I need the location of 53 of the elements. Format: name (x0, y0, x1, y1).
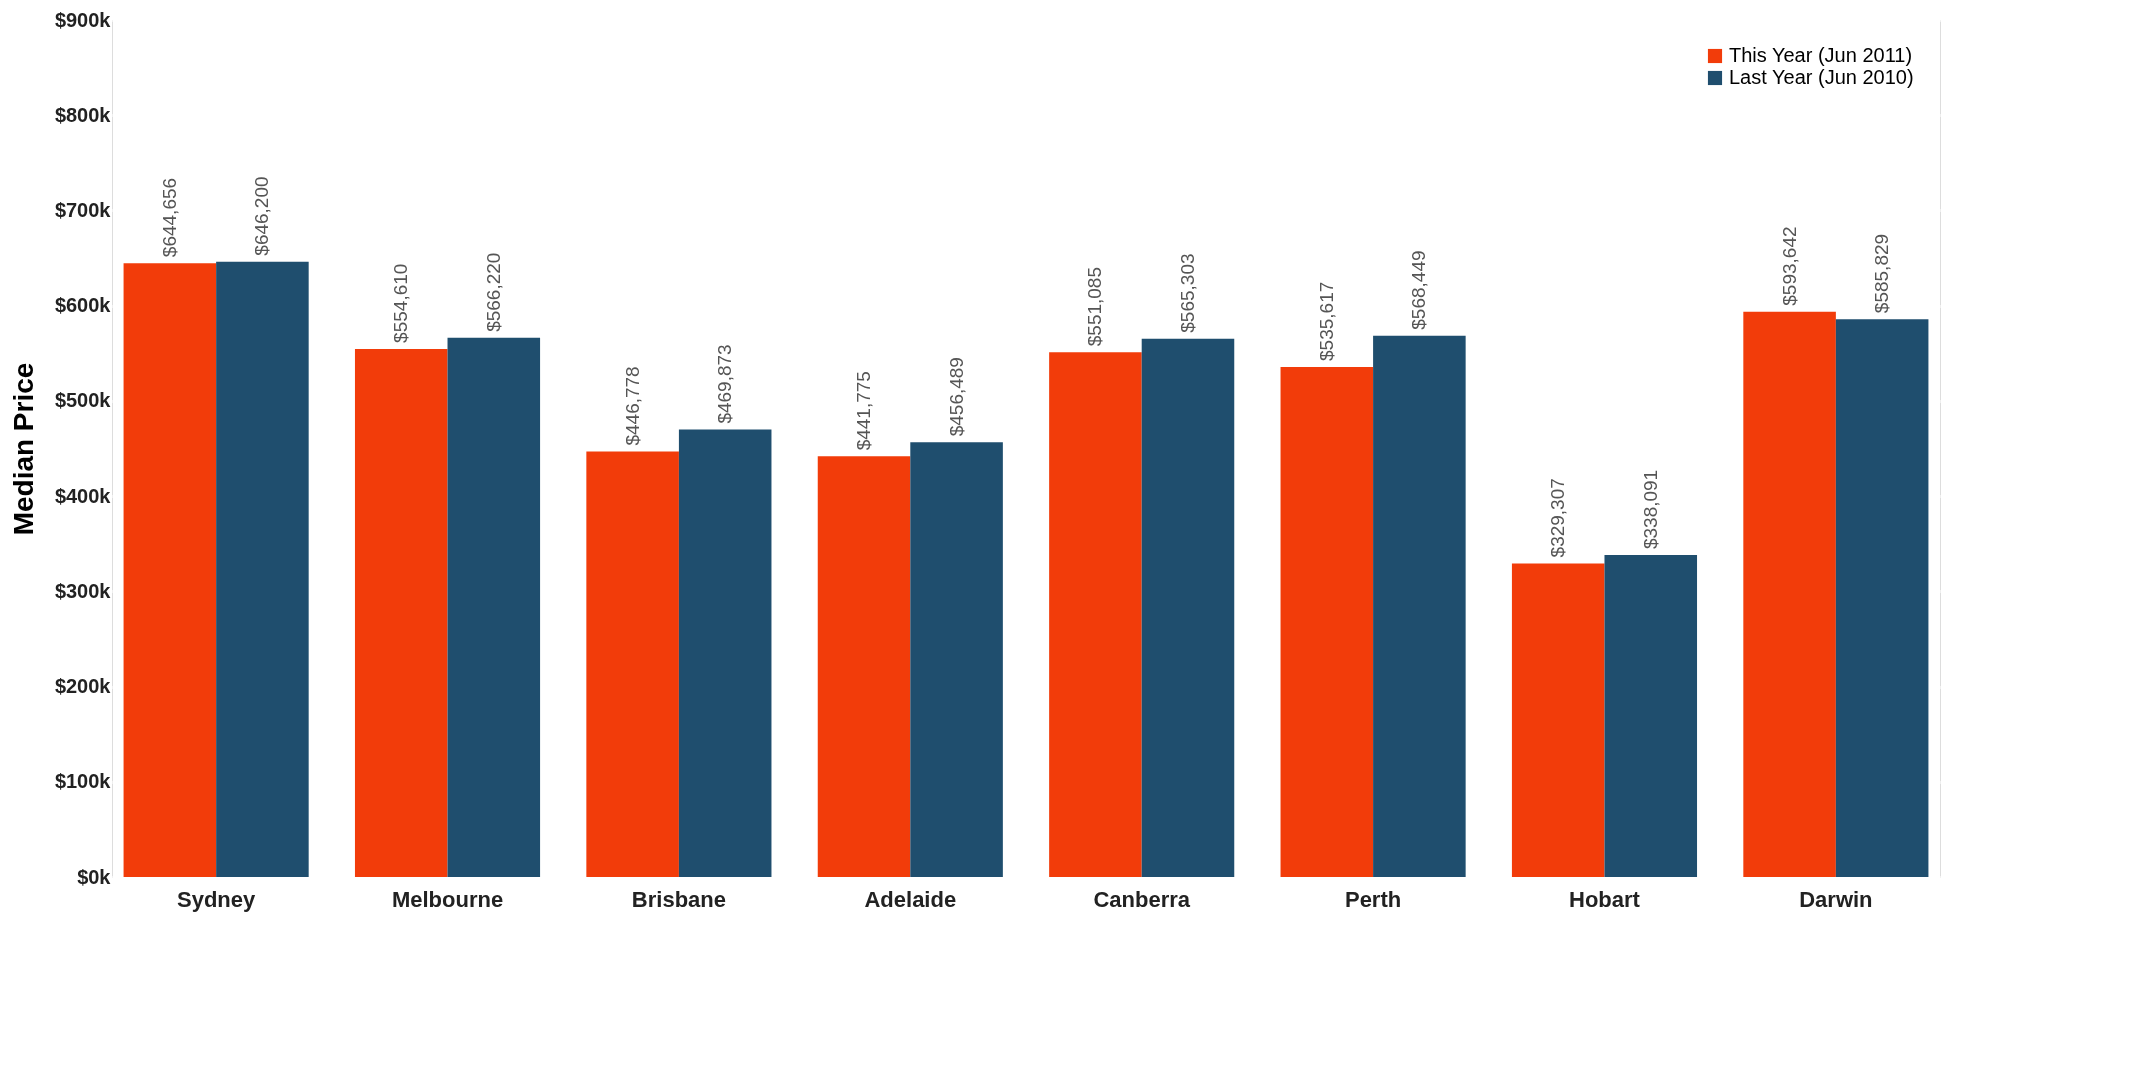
bar (678, 429, 772, 877)
bar (1511, 563, 1605, 877)
x-tick-label: Adelaide (864, 886, 957, 912)
bar (1049, 352, 1142, 877)
y-tick-label: $100k (54, 770, 112, 793)
bar (586, 451, 679, 877)
bar (447, 337, 541, 877)
y-tick-label: $600k (54, 294, 112, 317)
y-tick-label: $400k (54, 484, 112, 507)
bar (910, 442, 1003, 877)
y-tick-label: $700k (54, 198, 112, 221)
data-label: $566,220 (482, 252, 504, 332)
bar (123, 263, 217, 877)
data-label: $551,085 (1084, 266, 1106, 347)
bar (1604, 555, 1698, 877)
legend-label: This Year (Jun 2011) (1729, 44, 1913, 66)
bar (216, 261, 309, 877)
data-label: $554,610 (390, 263, 412, 343)
x-tick-label: Perth (1344, 886, 1402, 912)
x-tick-label: Darwin (1799, 886, 1873, 912)
data-label: $568,449 (1408, 250, 1430, 330)
bar (1743, 311, 1836, 877)
y-tick-label: $800k (54, 103, 112, 126)
x-tick-label: Sydney (176, 886, 257, 912)
x-tick-label: Canberra (1093, 886, 1191, 912)
y-axis-title: Median Price (7, 362, 39, 536)
data-label: $593,642 (1778, 226, 1800, 306)
legend-label: Last Year (Jun 2010) (1729, 66, 1914, 88)
bar (354, 348, 448, 877)
bar (1373, 335, 1466, 877)
data-label: $565,303 (1176, 253, 1198, 333)
y-tick-label: $0k (77, 865, 112, 888)
bar (1280, 366, 1374, 877)
x-tick-label: Hobart (1569, 886, 1641, 912)
data-label: $469,873 (714, 344, 736, 424)
data-label: $329,307 (1547, 478, 1569, 558)
y-tick-label: $300k (54, 579, 112, 602)
y-tick-label: $500k (54, 389, 112, 412)
y-tick-label: $200k (54, 675, 112, 698)
data-label: $535,617 (1315, 281, 1337, 361)
x-tick-label: Melbourne (391, 886, 504, 912)
data-label: $441,775 (853, 371, 875, 451)
data-label: $338,091 (1639, 469, 1661, 550)
y-tick-label: $900k (54, 8, 112, 31)
x-tick-label: Brisbane (631, 886, 726, 912)
data-label: $644,656 (158, 177, 180, 258)
bar (1835, 319, 1929, 877)
data-label: $456,489 (945, 357, 967, 437)
bar (817, 456, 911, 877)
data-label: $585,829 (1871, 233, 1893, 314)
data-label: $446,778 (621, 366, 643, 446)
bar (1141, 338, 1235, 877)
data-label: $646,200 (251, 176, 273, 256)
